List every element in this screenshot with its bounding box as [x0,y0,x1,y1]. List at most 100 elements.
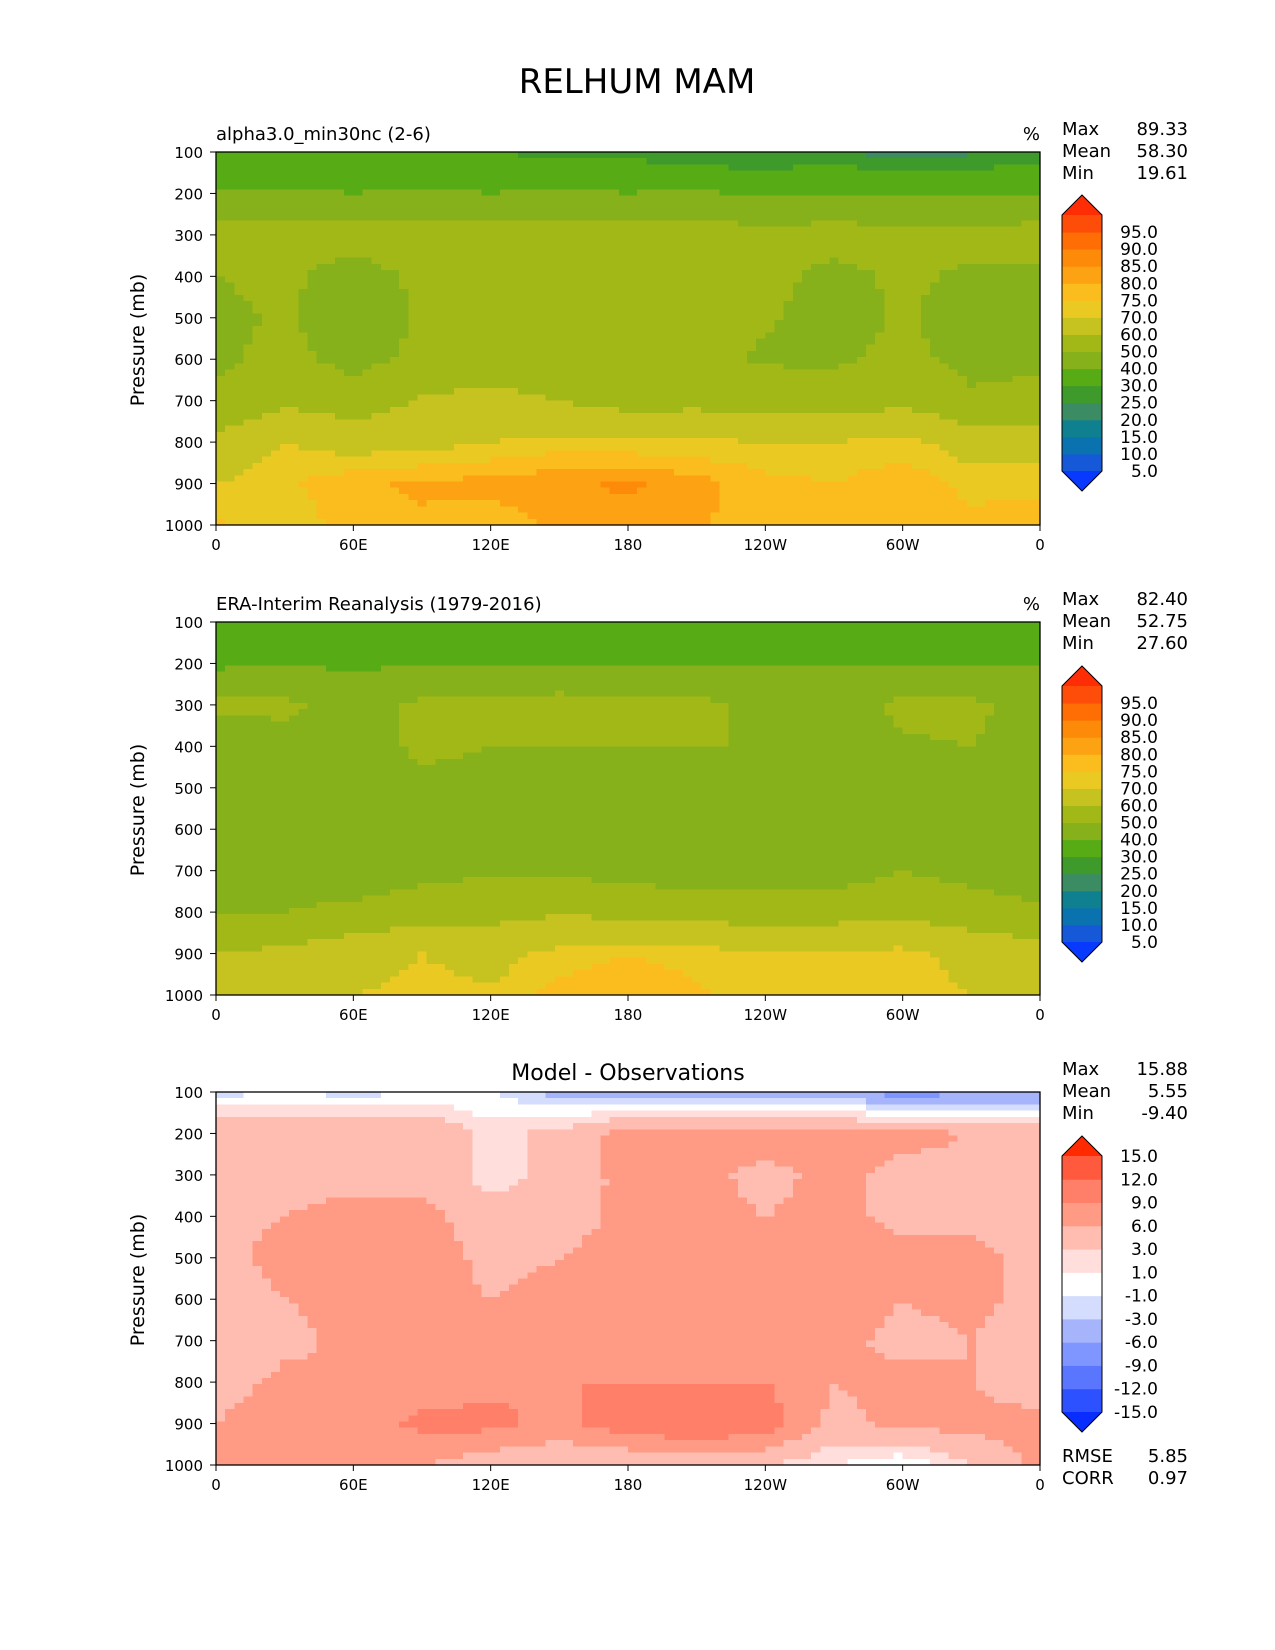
field-cell [481,158,492,166]
field-cell [362,375,373,383]
field-cell [472,214,483,221]
field-cell [664,183,675,190]
field-cell [344,183,354,190]
field-cell [1030,239,1041,246]
field-cell [820,357,831,364]
field-cell [527,232,538,240]
field-cell [756,388,766,396]
field-cell [472,481,483,489]
field-cell [829,357,840,364]
field-cell [335,239,345,246]
field-cell [774,176,785,184]
field-cell [811,313,821,321]
field-cell [728,394,739,402]
field-cell [463,400,473,408]
field-cell [234,301,245,309]
field-cell [701,263,711,271]
field-cell [289,263,299,271]
field-cell [692,469,702,476]
field-cell [728,319,739,327]
field-cell [783,251,794,259]
field-cell [920,176,931,184]
field-cell [966,350,977,358]
field-cell [1021,487,1032,495]
field-cell [435,207,446,215]
field-cell [325,475,336,483]
field-cell [875,406,885,414]
field-cell [875,469,885,476]
field-cell [307,481,318,489]
field-cell [573,350,583,358]
field-cell [527,251,538,259]
field-cell [920,425,931,433]
field-cell [545,189,556,197]
field-cell [399,232,409,240]
field-cell [911,475,922,483]
field-cell [1030,406,1041,414]
field-cell [655,475,666,483]
field-cell [508,469,519,476]
field-cell [472,487,483,495]
field-cell [426,431,437,439]
field-cell [637,363,647,371]
field-cell [243,239,254,246]
field-cell [994,251,1004,259]
field-cell [444,357,455,364]
field-cell [490,251,501,259]
field-cell [710,350,721,358]
field-cell [417,189,428,197]
field-cell [856,481,867,489]
field-cell [664,276,675,284]
field-cell [325,332,336,340]
field-cell [866,263,876,271]
field-cell [591,294,602,302]
field-cell [847,332,858,340]
field-cell [234,282,245,290]
field-cell [408,176,419,184]
field-cell [646,419,657,427]
field-cell [344,270,354,277]
field-cell [508,270,519,277]
field-cell [426,301,437,309]
field-cell [710,326,721,333]
field-cell [893,251,904,259]
field-cell [930,195,940,203]
field-cell [765,338,776,346]
field-cell [820,239,831,246]
field-cell [371,214,382,221]
field-cell [554,158,565,166]
field-cell [838,170,849,178]
field-cell [243,214,254,221]
field-cell [975,276,986,284]
field-cell [554,152,565,159]
field-cell [1003,382,1014,389]
field-cell [902,406,913,414]
field-cell [234,444,245,451]
field-cell [948,475,959,483]
field-cell [435,301,446,309]
field-cell [939,195,950,203]
field-cell [856,239,867,246]
field-cell [829,382,840,389]
field-cell [838,382,849,389]
field-cell [389,326,400,333]
field-cell [756,282,766,290]
field-cell [637,462,647,470]
field-cell [728,201,739,209]
field-cell [994,201,1004,209]
field-cell [298,450,309,458]
field-cell [985,332,995,340]
field-cell [756,425,766,433]
field-cell [628,158,638,166]
field-cell [536,456,547,464]
field-cell [298,357,309,364]
field-cell [628,425,638,433]
field-cell [847,270,858,277]
field-cell [234,288,245,296]
field-cell [1003,239,1014,246]
field-cell [563,382,574,389]
field-cell [270,301,281,309]
field-cell [985,419,995,427]
field-cell [765,419,776,427]
field-cell [225,369,235,377]
